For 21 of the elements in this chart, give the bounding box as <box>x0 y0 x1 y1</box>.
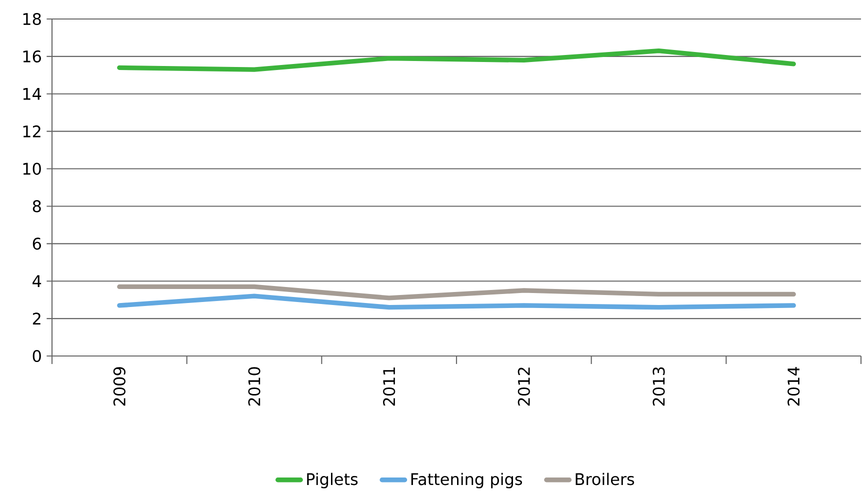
y-tick-label: 10 <box>23 162 41 175</box>
y-tick-label: 6 <box>32 237 41 250</box>
x-tick-label: 2009 <box>113 367 126 406</box>
x-tick-label: 2012 <box>518 368 530 406</box>
legend-label: Fattening pigs <box>411 472 522 488</box>
y-tick-label: 2 <box>32 312 40 324</box>
y-tick-label: 4 <box>32 275 42 287</box>
line-series <box>117 48 796 72</box>
x-tick-label: 2013 <box>652 367 665 406</box>
line-series <box>117 284 796 300</box>
x-tick-label: 2010 <box>248 366 260 406</box>
y-tick-label: 12 <box>23 125 40 138</box>
y-tick-label: 8 <box>32 200 41 212</box>
x-tick-label: 2014 <box>788 366 800 406</box>
x-tick-label: 2011 <box>383 367 396 406</box>
legend-label: Broilers <box>576 472 634 486</box>
y-tick-label: 18 <box>23 12 41 25</box>
legend-label: Piglets <box>307 472 358 488</box>
y-tick-label: 14 <box>23 88 42 100</box>
y-tick-label: 16 <box>23 50 41 62</box>
y-tick-label: 0 <box>32 350 41 362</box>
